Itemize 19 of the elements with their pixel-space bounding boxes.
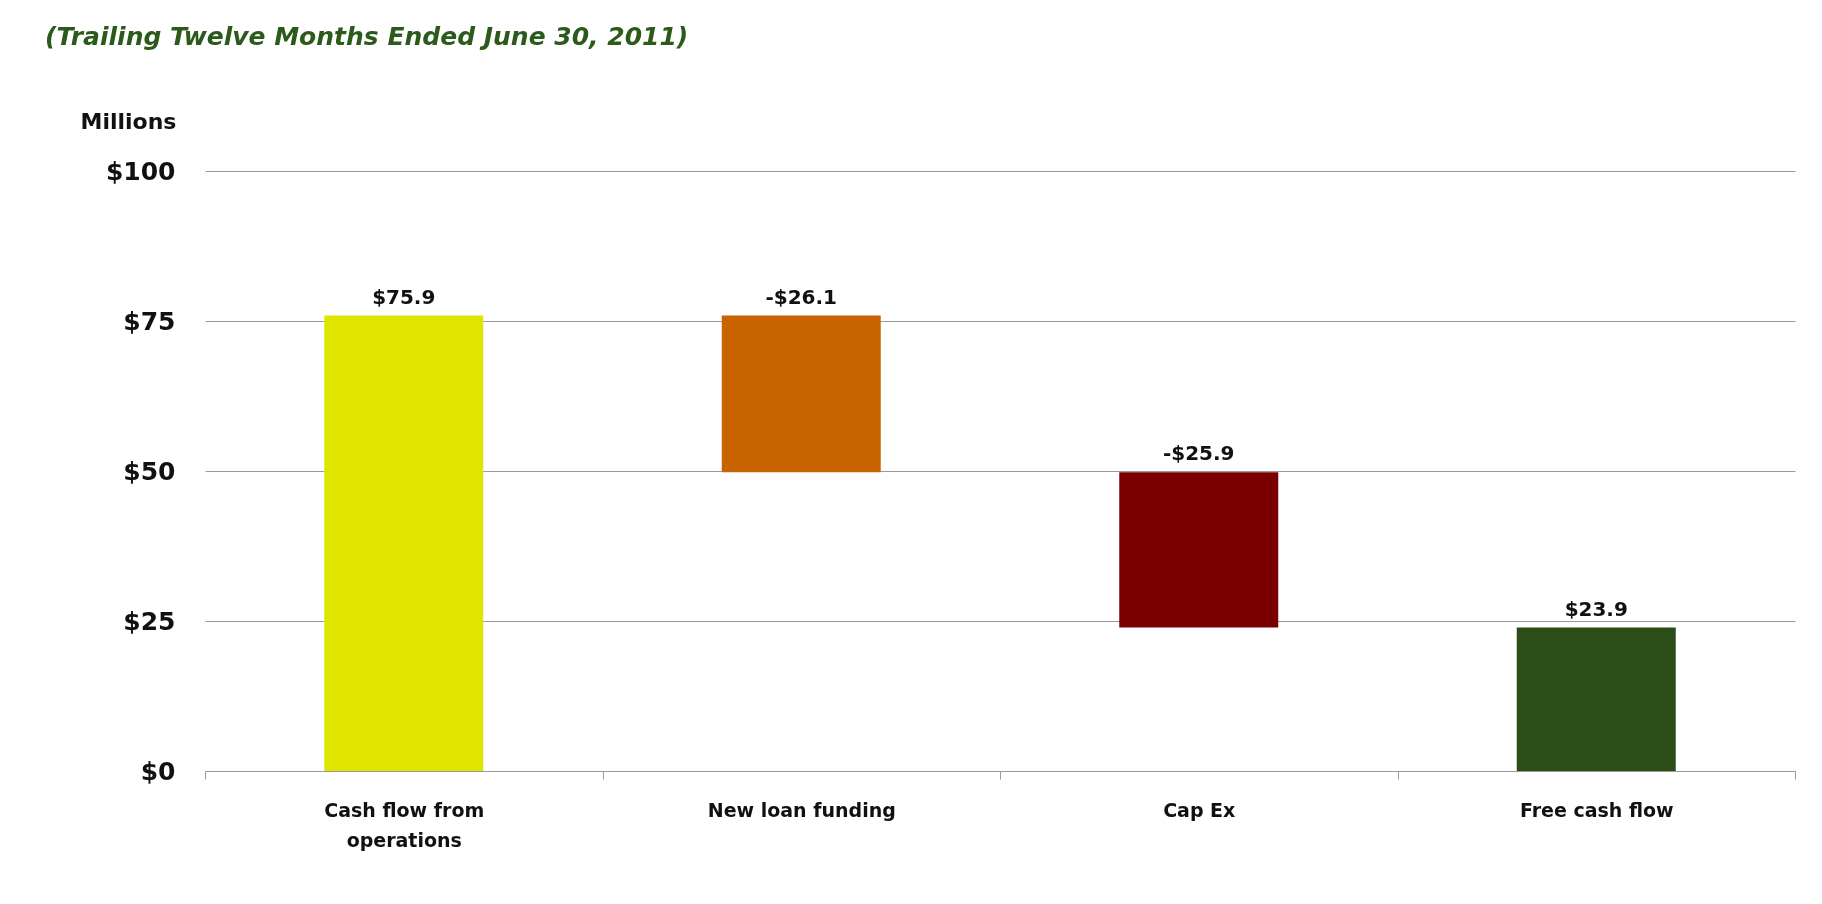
chart-title: (Trailing Twelve Months Ended June 30, 2011) — [45, 22, 689, 51]
x-tick-label: Cap Ex — [1163, 798, 1236, 821]
data-label: $23.9 — [1564, 596, 1628, 621]
y-tick-label: $25 — [123, 606, 176, 636]
bar — [721, 315, 881, 473]
data-label: $75.9 — [372, 284, 436, 309]
bar — [1516, 627, 1676, 771]
x-tick-label: New loan funding — [707, 798, 896, 821]
y-tick-label: $75 — [123, 306, 176, 336]
y-tick-label: $0 — [140, 756, 176, 786]
bar — [324, 315, 484, 771]
bar — [1119, 472, 1279, 628]
data-label: -$26.1 — [765, 284, 838, 309]
y-axis-title: Millions — [80, 108, 177, 134]
y-tick-label: $100 — [105, 156, 176, 186]
x-tick-label: Free cash flow — [1519, 798, 1674, 821]
data-label: -$25.9 — [1162, 441, 1235, 466]
x-tick-label: Cash flow from operations — [324, 798, 485, 851]
y-tick-label: $50 — [123, 456, 176, 486]
